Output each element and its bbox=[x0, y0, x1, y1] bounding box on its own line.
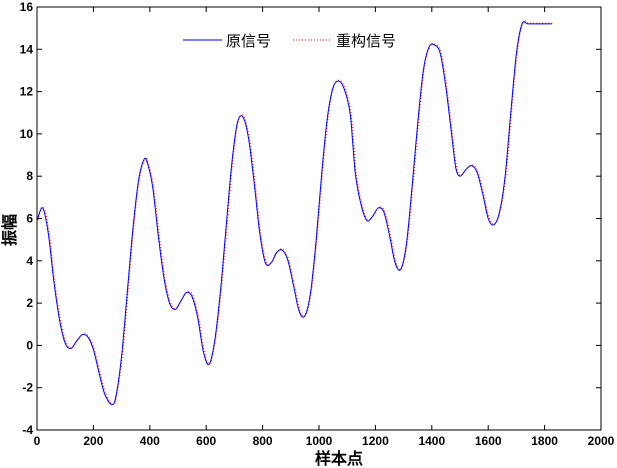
x-tick-label: 200 bbox=[83, 434, 103, 448]
series-line-original bbox=[36, 21, 552, 406]
y-tick-label: 14 bbox=[20, 42, 34, 56]
x-tick-label: 0 bbox=[34, 434, 41, 448]
plot-area bbox=[37, 7, 601, 430]
y-axis-ticks: -4 -2 0 2 4 6 8 10 12 14 16 bbox=[20, 0, 601, 437]
y-tick-label: 4 bbox=[26, 254, 33, 268]
y-tick-label: 16 bbox=[20, 0, 34, 14]
x-tick-label: 1000 bbox=[306, 434, 333, 448]
legend-label-reconstructed: 重构信号 bbox=[336, 32, 396, 50]
y-tick-label: -4 bbox=[22, 423, 33, 437]
x-tick-label: 1400 bbox=[418, 434, 445, 448]
legend: 原信号 重构信号 bbox=[183, 32, 396, 50]
y-tick-label: 2 bbox=[26, 296, 33, 310]
x-tick-label: 400 bbox=[140, 434, 160, 448]
y-tick-label: 10 bbox=[20, 127, 34, 141]
y-tick-label: -2 bbox=[22, 381, 33, 395]
x-tick-label: 1600 bbox=[475, 434, 502, 448]
y-axis-title: 振幅 bbox=[0, 214, 19, 246]
x-tick-label: 1800 bbox=[531, 434, 558, 448]
x-tick-label: 1200 bbox=[362, 434, 389, 448]
y-tick-label: 6 bbox=[26, 212, 33, 226]
x-axis-title: 样本点 bbox=[315, 449, 363, 468]
x-axis-ticks: 0 200 400 600 800 1000 1200 1400 1600 1800 2000 bbox=[34, 7, 615, 448]
y-tick-label: 8 bbox=[26, 169, 33, 183]
legend-label-original: 原信号 bbox=[226, 32, 271, 50]
x-tick-label: 2000 bbox=[588, 434, 615, 448]
series-layer bbox=[36, 20, 553, 406]
y-tick-label: 0 bbox=[26, 338, 33, 352]
x-tick-label: 600 bbox=[196, 434, 216, 448]
y-tick-label: 12 bbox=[20, 85, 34, 99]
x-tick-label: 800 bbox=[253, 434, 273, 448]
